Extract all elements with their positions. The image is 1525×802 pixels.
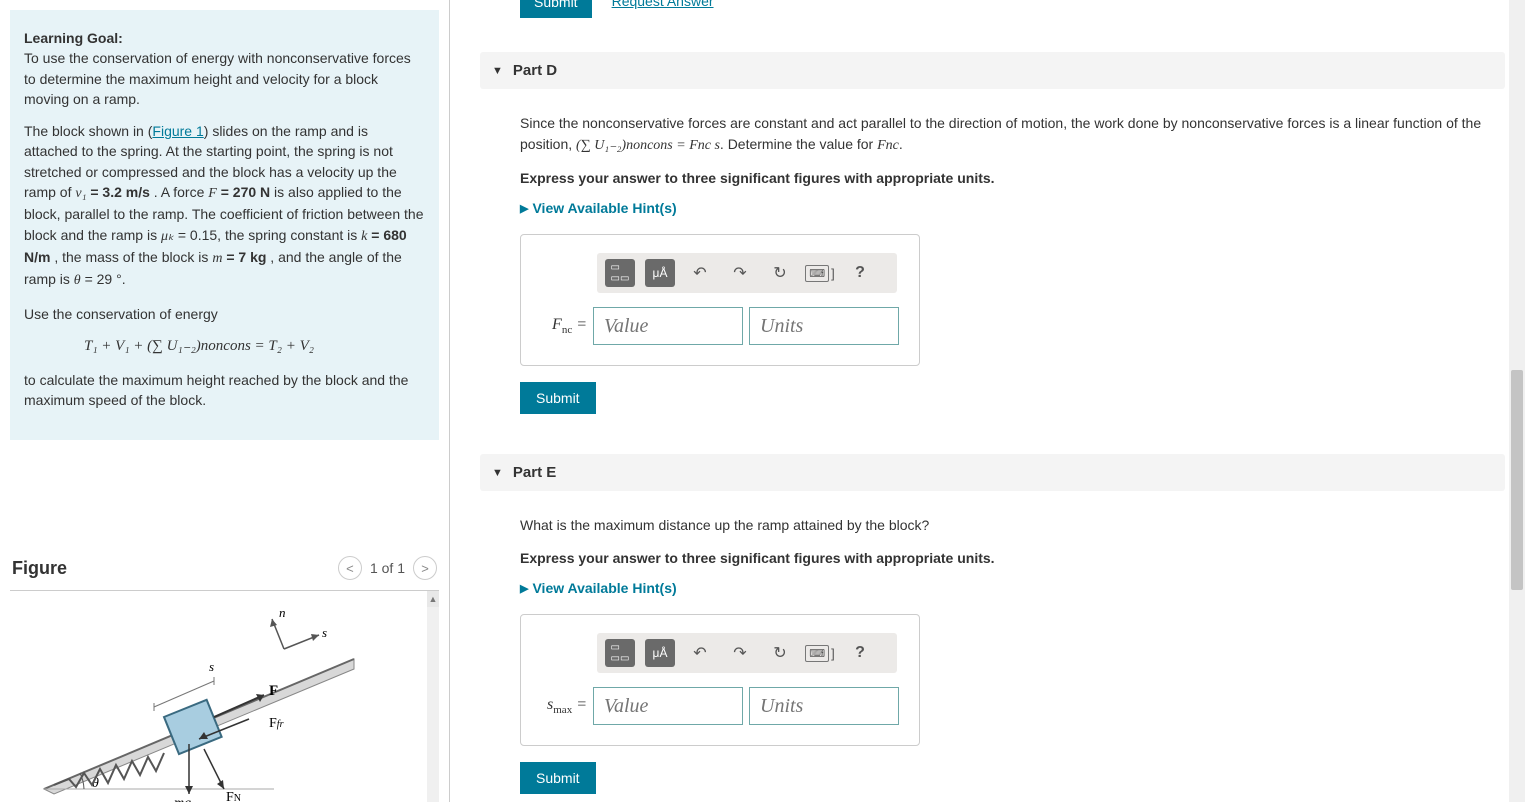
part-e-instruction: Express your answer to three significant… bbox=[520, 550, 1505, 566]
right-panel: Submit Request Answer ▼ Part D Since the… bbox=[450, 0, 1525, 802]
redo-button[interactable]: ↷ bbox=[725, 639, 755, 667]
n-label: n bbox=[279, 605, 286, 620]
learning-goal-title: Learning Goal: bbox=[24, 30, 123, 46]
learning-goal-box: Learning Goal: To use the conservation o… bbox=[10, 10, 439, 440]
figure-link[interactable]: Figure 1 bbox=[152, 123, 203, 139]
part-d-instruction: Express your answer to three significant… bbox=[520, 170, 1505, 186]
s-label: s bbox=[322, 625, 327, 640]
help-button[interactable]: ? bbox=[845, 639, 875, 667]
units-button[interactable]: μÅ bbox=[645, 259, 675, 287]
part-e-variable-label: smax = bbox=[537, 696, 587, 716]
part-e-units-input[interactable] bbox=[749, 687, 899, 725]
part-e-hints-toggle[interactable]: ▶ View Available Hint(s) bbox=[520, 580, 1505, 596]
caret-down-icon: ▼ bbox=[492, 467, 503, 479]
caret-down-icon: ▼ bbox=[492, 65, 503, 77]
reset-button[interactable]: ↻ bbox=[765, 639, 795, 667]
part-e-block: ▼ Part E What is the maximum distance up… bbox=[520, 454, 1505, 794]
templates-button[interactable]: ▭▭▭ bbox=[605, 259, 635, 287]
top-row: Submit Request Answer bbox=[520, 0, 1505, 22]
Ffr-label: Ffr bbox=[269, 716, 284, 731]
part-d-variable-label: Fnc = bbox=[537, 316, 587, 336]
energy-equation: T₁ + V₁ + (∑ U₁₋₂)noncons = T₂ + V₂ bbox=[24, 336, 425, 358]
undo-button[interactable]: ↶ bbox=[685, 639, 715, 667]
closing-line: to calculate the maximum height reached … bbox=[24, 370, 425, 411]
request-answer-link[interactable]: Request Answer bbox=[612, 0, 714, 9]
part-d-submit-button[interactable]: Submit bbox=[520, 382, 596, 414]
scrollbar-thumb[interactable] bbox=[1511, 370, 1523, 590]
part-d-toolbar: ▭▭▭ μÅ ↶ ↷ ↻ ⌨] ? bbox=[597, 253, 897, 293]
figure-title: Figure bbox=[12, 558, 67, 579]
keyboard-button[interactable]: ⌨] bbox=[805, 259, 835, 287]
figure-section: Figure < 1 of 1 > ▲ θ bbox=[10, 550, 439, 802]
part-d-description: Since the nonconservative forces are con… bbox=[520, 113, 1505, 156]
caret-right-icon: ▶ bbox=[520, 582, 528, 595]
part-d-block: ▼ Part D Since the nonconservative force… bbox=[520, 52, 1505, 414]
figure-body: ▲ θ bbox=[10, 591, 439, 802]
units-button[interactable]: μÅ bbox=[645, 639, 675, 667]
figure-scroll-up-icon[interactable]: ▲ bbox=[427, 591, 439, 607]
help-button[interactable]: ? bbox=[845, 259, 875, 287]
part-e-toolbar: ▭▭▭ μÅ ↶ ↷ ↻ ⌨] ? bbox=[597, 633, 897, 673]
caret-right-icon: ▶ bbox=[520, 202, 528, 215]
figure-counter: 1 of 1 bbox=[370, 560, 405, 576]
top-submit-button[interactable]: Submit bbox=[520, 0, 592, 18]
part-e-description: What is the maximum distance up the ramp… bbox=[520, 515, 1505, 536]
s2-label: s bbox=[209, 659, 214, 674]
figure-nav: < 1 of 1 > bbox=[338, 556, 437, 580]
part-e-title: Part E bbox=[513, 464, 556, 481]
part-d-value-input[interactable] bbox=[593, 307, 743, 345]
part-d-answer-box: ▭▭▭ μÅ ↶ ↷ ↻ ⌨] ? Fnc = bbox=[520, 234, 920, 366]
part-e-header[interactable]: ▼ Part E bbox=[480, 454, 1505, 491]
part-d-hints-toggle[interactable]: ▶ View Available Hint(s) bbox=[520, 200, 1505, 216]
part-e-value-input[interactable] bbox=[593, 687, 743, 725]
part-e-answer-box: ▭▭▭ μÅ ↶ ↷ ↻ ⌨] ? smax = bbox=[520, 614, 920, 746]
page-scrollbar[interactable] bbox=[1509, 0, 1525, 802]
keyboard-button[interactable]: ⌨] bbox=[805, 639, 835, 667]
redo-button[interactable]: ↷ bbox=[725, 259, 755, 287]
ramp-diagram: θ F Ffr bbox=[14, 599, 394, 802]
problem-paragraph: The block shown in (Figure 1) slides on … bbox=[24, 121, 425, 291]
undo-button[interactable]: ↶ bbox=[685, 259, 715, 287]
left-panel: Learning Goal: To use the conservation o… bbox=[0, 0, 450, 802]
figure-prev-button[interactable]: < bbox=[338, 556, 362, 580]
F-label: F bbox=[269, 683, 278, 699]
FN-label: FN bbox=[226, 790, 241, 802]
figure-header: Figure < 1 of 1 > bbox=[10, 550, 439, 591]
part-d-units-input[interactable] bbox=[749, 307, 899, 345]
reset-button[interactable]: ↻ bbox=[765, 259, 795, 287]
templates-button[interactable]: ▭▭▭ bbox=[605, 639, 635, 667]
mg-label: mg bbox=[174, 796, 191, 802]
part-d-title: Part D bbox=[513, 62, 557, 79]
part-e-submit-button[interactable]: Submit bbox=[520, 762, 596, 794]
part-e-input-row: smax = bbox=[537, 687, 903, 725]
part-d-input-row: Fnc = bbox=[537, 307, 903, 345]
figure-next-button[interactable]: > bbox=[413, 556, 437, 580]
part-d-header[interactable]: ▼ Part D bbox=[480, 52, 1505, 89]
use-conservation-line: Use the conservation of energy bbox=[24, 304, 425, 324]
learning-goal-text: To use the conservation of energy with n… bbox=[24, 50, 411, 107]
